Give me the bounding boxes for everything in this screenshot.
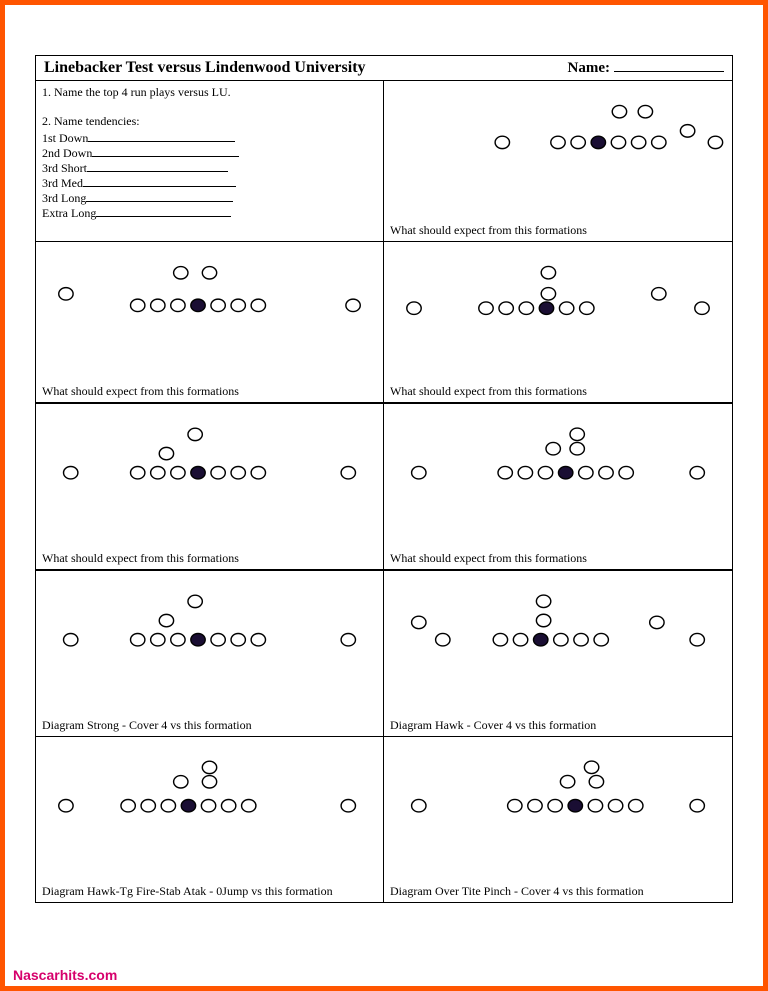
formation-cell: What should expect from this formations xyxy=(36,404,384,569)
formation-diagram xyxy=(390,85,726,219)
grid-row: Diagram Hawk-Tg Fire-Stab Atak - 0Jump v… xyxy=(36,737,732,902)
formation-cell: What should expect from this formations xyxy=(384,242,732,402)
cell-caption: What should expect from this formations xyxy=(390,384,726,399)
grid-row: What should expect from this formations … xyxy=(36,242,732,404)
formation-cell: What should expect from this formations xyxy=(384,81,732,241)
tendency-line: Extra Long xyxy=(42,206,377,221)
cell-caption: Diagram Over Tite Pinch - Cover 4 vs thi… xyxy=(390,884,726,899)
grid-row: What should expect from this formations … xyxy=(36,404,732,571)
formation-diagram xyxy=(390,408,726,547)
cell-caption: What should expect from this formations xyxy=(42,551,377,566)
tendency-line: 2nd Down xyxy=(42,146,377,161)
grid-row: 1. Name the top 4 run plays versus LU. 2… xyxy=(36,81,732,242)
formation-cell: Diagram Hawk - Cover 4 vs this formation xyxy=(384,571,732,736)
header: Linebacker Test versus Lindenwood Univer… xyxy=(35,55,733,80)
formation-diagram xyxy=(390,741,726,880)
formation-diagram xyxy=(390,575,726,714)
cell-caption: What should expect from this formations xyxy=(42,384,377,399)
grid-row: Diagram Strong - Cover 4 vs this formati… xyxy=(36,571,732,737)
tendency-line: 1st Down xyxy=(42,131,377,146)
formation-diagram xyxy=(42,741,377,880)
cell-caption: Diagram Strong - Cover 4 vs this formati… xyxy=(42,718,377,733)
cell-caption: Diagram Hawk - Cover 4 vs this formation xyxy=(390,718,726,733)
formation-diagram xyxy=(390,246,726,380)
cell-caption: What should expect from this formations xyxy=(390,551,726,566)
questions-cell: 1. Name the top 4 run plays versus LU. 2… xyxy=(36,81,384,241)
formation-diagram xyxy=(42,408,377,547)
formation-cell: Diagram Over Tite Pinch - Cover 4 vs thi… xyxy=(384,737,732,902)
name-blank[interactable] xyxy=(614,60,724,72)
worksheet-grid: 1. Name the top 4 run plays versus LU. 2… xyxy=(35,80,733,903)
name-label: Name: xyxy=(568,60,610,76)
formation-cell: What should expect from this formations xyxy=(384,404,732,569)
formation-cell: Diagram Hawk-Tg Fire-Stab Atak - 0Jump v… xyxy=(36,737,384,902)
formation-diagram xyxy=(42,575,377,714)
tendency-line: 3rd Med xyxy=(42,176,377,191)
cell-caption: Diagram Hawk-Tg Fire-Stab Atak - 0Jump v… xyxy=(42,884,377,899)
page-title: Linebacker Test versus Lindenwood Univer… xyxy=(44,59,568,77)
watermark: Nascarhits.com xyxy=(13,967,117,983)
name-field: Name: xyxy=(568,59,724,77)
formation-cell: Diagram Strong - Cover 4 vs this formati… xyxy=(36,571,384,736)
question-1: 1. Name the top 4 run plays versus LU. xyxy=(42,85,377,100)
formation-cell: What should expect from this formations xyxy=(36,242,384,402)
tendency-line: 3rd Short xyxy=(42,161,377,176)
tendency-line: 3rd Long xyxy=(42,191,377,206)
cell-caption: What should expect from this formations xyxy=(390,223,726,238)
question-2: 2. Name tendencies: xyxy=(42,114,377,129)
formation-diagram xyxy=(42,246,377,380)
